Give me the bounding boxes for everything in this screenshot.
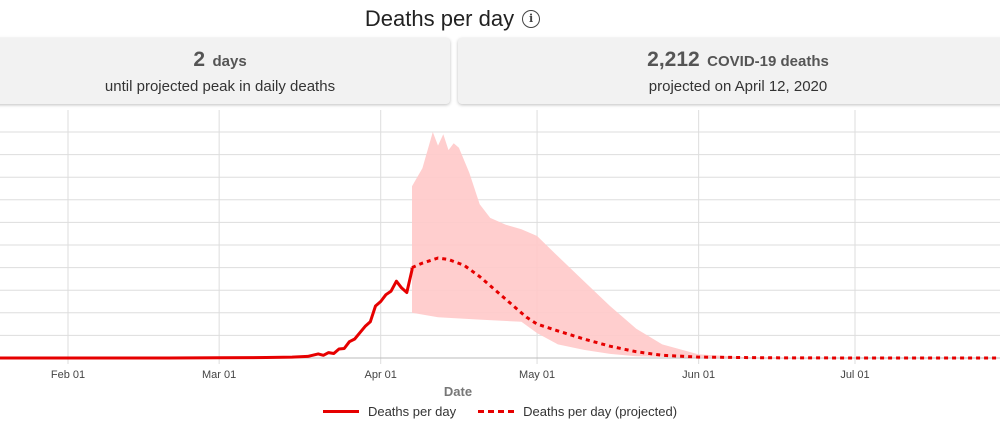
deaths-unit: COVID-19 deaths xyxy=(707,53,829,70)
uncertainty-band-layer xyxy=(412,132,855,358)
x-axis-label: Date xyxy=(444,384,472,399)
legend-dashed-swatch xyxy=(478,410,515,413)
peak-caption: until projected peak in daily deaths xyxy=(104,78,336,95)
series-layer xyxy=(0,256,1000,360)
peak-days-unit: days xyxy=(212,53,247,70)
page-title: Deaths per day xyxy=(364,6,515,31)
deaths-value: 2,212 xyxy=(647,48,700,71)
deaths-caption: projected on April 12, 2020 xyxy=(648,78,828,95)
legend-solid-swatch xyxy=(322,410,359,413)
peak-days-value: 2 xyxy=(193,48,206,71)
x-tick-label: May 01 xyxy=(519,369,555,381)
legend-label-projected: Deaths per day (projected) xyxy=(523,404,678,419)
info-icon[interactable]: i xyxy=(522,10,541,28)
legend-item-projected[interactable]: Deaths per day (projected) xyxy=(478,404,677,419)
deaths-stat-card: 2,212 COVID-19 deaths projected on April… xyxy=(458,38,1000,104)
x-tick-label: Apr 01 xyxy=(365,369,397,381)
chart-header: Deaths per day i xyxy=(0,4,1000,34)
x-tick-labels: Feb 01 Mar 01 Apr 01 May 01 Jun 01 Jul 01 xyxy=(51,369,870,381)
deaths-stat-line: 2,212 COVID-19 deaths xyxy=(458,48,1000,72)
legend-label-actual: Deaths per day xyxy=(367,404,457,419)
peak-stat-card: 2 days until projected peak in daily dea… xyxy=(0,38,450,104)
uncertainty-band xyxy=(412,132,855,358)
peak-stat-line: 2 days xyxy=(0,48,450,72)
chart-legend: Deaths per day Deaths per day (projected… xyxy=(0,404,1000,419)
actual-deaths-line xyxy=(0,267,414,360)
deaths-chart: Feb 01 Mar 01 Apr 01 May 01 Jun 01 Jul 01 Dat… xyxy=(0,110,1000,399)
legend-item-actual[interactable]: Deaths per day xyxy=(322,404,457,419)
x-tick-label: Mar 01 xyxy=(202,369,236,381)
x-tick-label: Feb 01 xyxy=(51,369,85,381)
projected-deaths-line xyxy=(411,256,1000,360)
x-tick-label: Jul 01 xyxy=(840,369,869,381)
x-tick-label: Jun 01 xyxy=(682,369,715,381)
